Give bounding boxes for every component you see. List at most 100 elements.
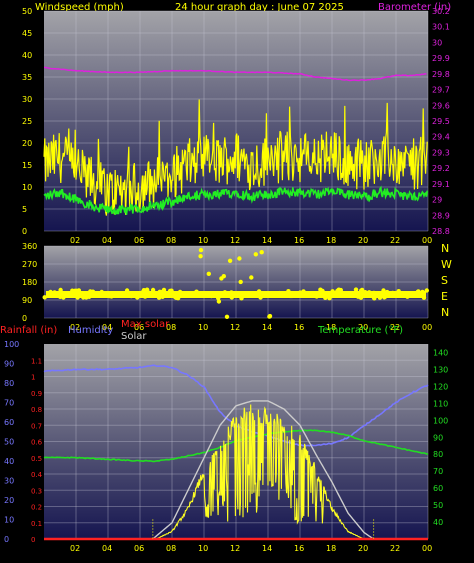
direction-point bbox=[245, 291, 250, 297]
humidity-tick-label: 40 bbox=[4, 457, 14, 466]
direction-point bbox=[70, 288, 75, 293]
wind-tick-label: 30 bbox=[22, 95, 32, 104]
temperature-tick-label: 140 bbox=[433, 348, 448, 357]
direction-point bbox=[295, 292, 301, 297]
wind-x-tick-label: 00 bbox=[422, 236, 432, 245]
direction-x-tick-label: 22 bbox=[390, 323, 400, 332]
direction-point bbox=[358, 291, 363, 297]
climate-x-tick-label: 00 bbox=[422, 544, 432, 553]
barometer-tick-label: 29.5 bbox=[432, 117, 450, 126]
wind-tick-label: 5 bbox=[22, 205, 27, 214]
direction-point bbox=[75, 295, 80, 300]
wind-x-tick-label: 04 bbox=[102, 236, 112, 245]
climate-x-tick-label: 20 bbox=[358, 544, 368, 553]
rainfall-tick-label: 0.8 bbox=[31, 406, 42, 414]
temperature-tick-label: 60 bbox=[433, 484, 443, 493]
temperature-tick-label: 40 bbox=[433, 518, 443, 527]
barometer-tick-label: 30.1 bbox=[432, 23, 450, 32]
barometer-tick-label: 29 bbox=[432, 196, 442, 205]
direction-dense-band bbox=[46, 291, 426, 298]
wind-x-tick-label: 14 bbox=[262, 236, 272, 245]
direction-point bbox=[390, 290, 395, 296]
direction-point bbox=[177, 289, 183, 295]
direction-point bbox=[42, 295, 47, 300]
direction-point bbox=[301, 289, 306, 294]
direction-point bbox=[100, 290, 106, 296]
direction-point bbox=[121, 292, 126, 298]
climate-x-tick-label: 16 bbox=[294, 544, 304, 553]
direction-point bbox=[376, 292, 381, 297]
direction-point bbox=[96, 293, 102, 298]
compass-label: W bbox=[441, 258, 452, 271]
wind-tick-label: 0 bbox=[22, 227, 27, 236]
direction-point bbox=[224, 314, 230, 319]
rainfall-tick-label: 0.3 bbox=[31, 487, 42, 495]
rainfall-tick-label: 1.1 bbox=[31, 357, 42, 365]
direction-point bbox=[256, 289, 262, 294]
direction-point bbox=[216, 299, 222, 304]
direction-point bbox=[173, 294, 178, 300]
direction-point bbox=[198, 254, 203, 259]
max-solar-series-line bbox=[152, 400, 374, 540]
wind-panel-marks bbox=[43, 66, 428, 216]
wind-tick-label: 50 bbox=[22, 7, 32, 16]
direction-point bbox=[229, 290, 234, 295]
direction-point bbox=[221, 274, 226, 279]
direction-point bbox=[416, 289, 421, 294]
direction-point bbox=[327, 296, 332, 301]
direction-point bbox=[68, 292, 73, 297]
direction-point bbox=[305, 291, 311, 296]
direction-point bbox=[267, 313, 273, 319]
humidity-tick-label: 50 bbox=[4, 438, 14, 447]
wind-tick-label: 25 bbox=[22, 117, 32, 126]
direction-point bbox=[318, 287, 323, 292]
wind-tick-label: 20 bbox=[22, 139, 32, 148]
direction-x-tick-label: 06 bbox=[134, 323, 144, 332]
direction-point bbox=[239, 296, 244, 301]
temperature-tick-label: 110 bbox=[433, 399, 448, 408]
barometer-tick-label: 29.8 bbox=[432, 70, 450, 79]
compass-label: E bbox=[441, 290, 448, 303]
wind-tick-label: 15 bbox=[22, 161, 32, 170]
barometer-tick-label: 29.6 bbox=[432, 101, 450, 110]
rainfall-tick-label: 0 bbox=[31, 536, 35, 544]
legend-temperature: Temperature (°F) bbox=[317, 325, 403, 336]
direction-point bbox=[318, 292, 323, 298]
wind-tick-label: 45 bbox=[22, 29, 32, 38]
humidity-tick-label: 100 bbox=[4, 340, 19, 349]
legend-max-solar: Max solar bbox=[121, 319, 170, 330]
climate-x-tick-label: 08 bbox=[166, 544, 176, 553]
direction-point bbox=[314, 294, 319, 299]
direction-point bbox=[135, 294, 141, 299]
rainfall-tick-label: 0.2 bbox=[31, 504, 42, 512]
direction-point bbox=[258, 295, 263, 300]
direction-point bbox=[385, 289, 390, 295]
direction-point bbox=[405, 294, 410, 299]
solar-series-line bbox=[155, 404, 365, 540]
temperature-tick-label: 90 bbox=[433, 433, 443, 442]
direction-point bbox=[222, 290, 228, 295]
temperature-tick-label: 50 bbox=[433, 501, 443, 510]
barometer-tick-label: 29.2 bbox=[432, 164, 450, 173]
barometer-tick-label: 28.8 bbox=[432, 227, 450, 236]
rainfall-tick-label: 0.5 bbox=[31, 455, 42, 463]
direction-point bbox=[335, 288, 340, 294]
direction-point bbox=[58, 294, 63, 299]
direction-point bbox=[337, 292, 342, 297]
direction-tick-label: 90 bbox=[22, 296, 32, 305]
direction-point bbox=[330, 289, 335, 294]
barometer-axis-title: Barometer (in) bbox=[378, 2, 451, 13]
direction-tick-label: 180 bbox=[22, 278, 37, 287]
direction-point bbox=[198, 247, 204, 253]
direction-point bbox=[124, 288, 130, 293]
direction-panel-marks bbox=[42, 247, 429, 319]
direction-point bbox=[358, 295, 364, 300]
wind-x-tick-label: 18 bbox=[326, 236, 336, 245]
humidity-tick-label: 0 bbox=[4, 535, 9, 544]
direction-point bbox=[114, 291, 119, 296]
humidity-tick-label: 90 bbox=[4, 360, 14, 369]
direction-tick-label: 0 bbox=[22, 314, 27, 323]
humidity-tick-label: 70 bbox=[4, 399, 14, 408]
direction-point bbox=[259, 250, 264, 255]
